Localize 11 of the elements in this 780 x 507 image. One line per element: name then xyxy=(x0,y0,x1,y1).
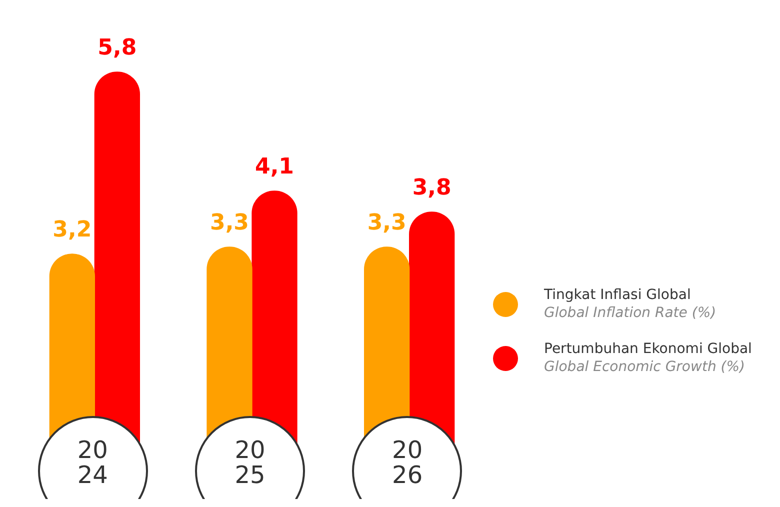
year-badge: 20 24 xyxy=(38,416,148,499)
year-badge: 20 25 xyxy=(195,416,305,499)
year-badge: 20 26 xyxy=(352,416,462,499)
legend-label: Tingkat Inflasi Global Global Inflation Rate (%) xyxy=(544,286,716,322)
data-label: 3,3 xyxy=(367,210,406,236)
legend-label: Pertumbuhan Ekonomi Global Global Economic Growth (%) xyxy=(544,340,752,376)
data-label: 3,3 xyxy=(210,210,249,236)
data-label: 3,2 xyxy=(52,218,92,243)
data-label: 3,8 xyxy=(412,176,452,201)
data-label: 5,8 xyxy=(98,36,137,61)
data-label: 4,1 xyxy=(255,154,294,180)
